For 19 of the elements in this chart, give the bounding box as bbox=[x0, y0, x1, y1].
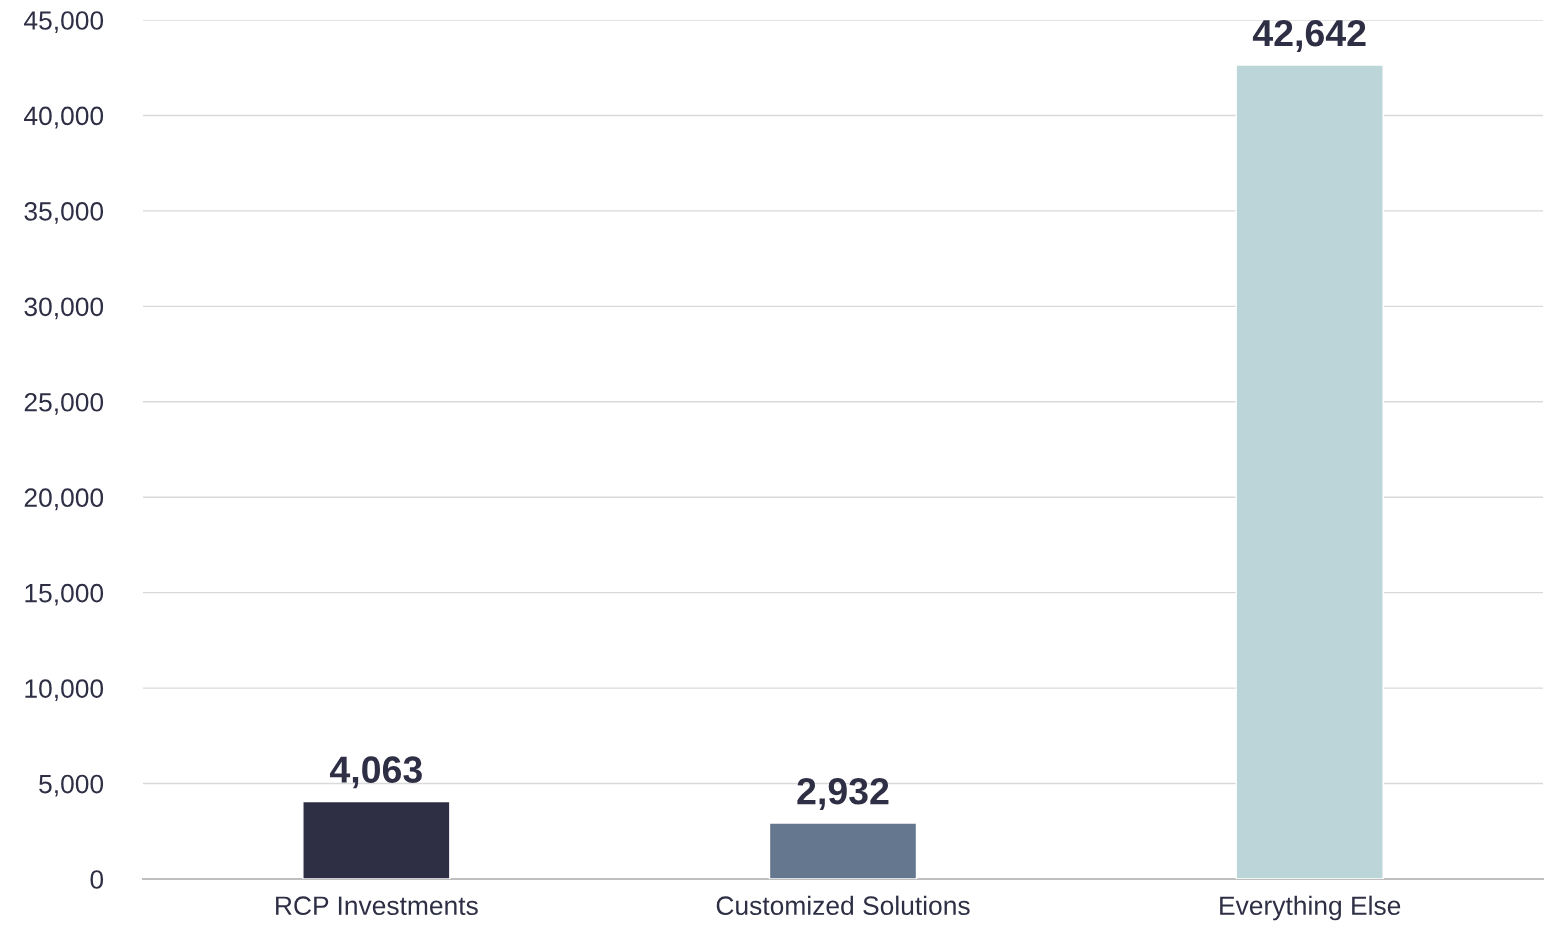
y-tick-label: 25,000 bbox=[24, 392, 104, 415]
data-label: 4,063 bbox=[329, 756, 422, 789]
y-tick-label: 15,000 bbox=[25, 583, 104, 606]
y-tick-label: 20,000 bbox=[24, 488, 104, 511]
y-tick-label: 35,000 bbox=[24, 202, 104, 224]
data-label: 42,642 bbox=[1252, 19, 1366, 52]
y-tick-label: 45,000 bbox=[24, 11, 104, 33]
x-tick-label: Customized Solutions bbox=[716, 895, 970, 916]
bar bbox=[302, 800, 451, 879]
bar bbox=[1235, 64, 1384, 879]
x-tick-label: RCP Investments bbox=[276, 896, 478, 916]
y-tick-label: 10,000 bbox=[25, 679, 104, 702]
y-tick-label: 0 bbox=[90, 870, 104, 889]
data-label: 2,932 bbox=[797, 777, 889, 810]
y-tick-label: 30,000 bbox=[24, 297, 104, 320]
y-tick-label: 5,000 bbox=[39, 774, 104, 797]
bar bbox=[768, 822, 918, 879]
x-tick-label: Everything Else bbox=[1220, 895, 1401, 921]
y-tick-label: 40,000 bbox=[24, 106, 104, 129]
